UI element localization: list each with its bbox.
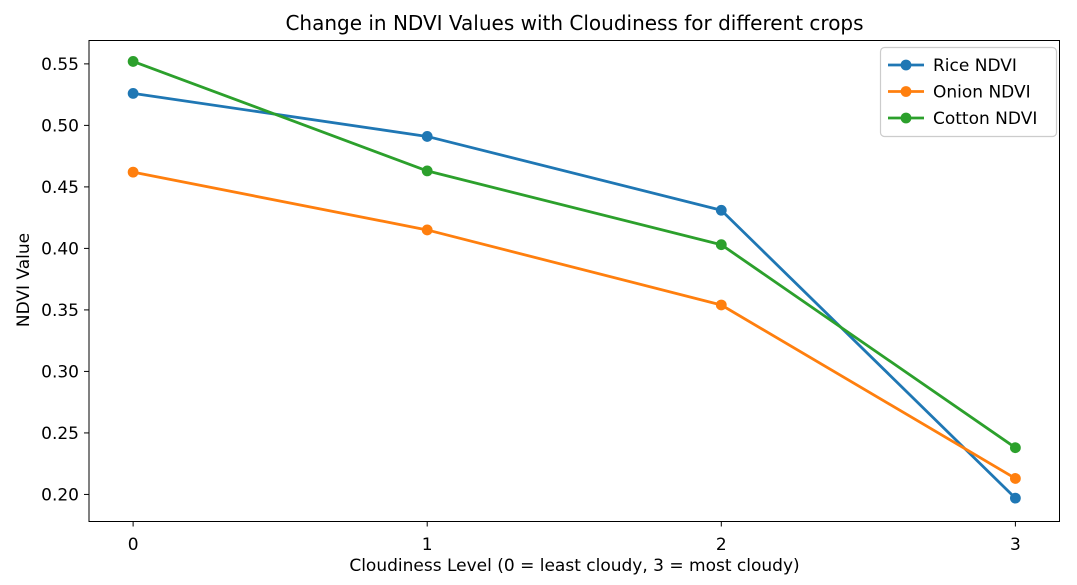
y-tick-label: 0.50 <box>41 116 79 136</box>
data-point-marker <box>421 165 433 177</box>
x-tick-label: 3 <box>1010 535 1021 555</box>
y-axis-label: NDVI Value <box>14 232 34 328</box>
plot-frame <box>88 40 1060 522</box>
y-tick-label: 0.35 <box>41 301 79 321</box>
y-tick-label: 0.20 <box>41 485 79 505</box>
y-tick-label: 0.25 <box>41 424 79 444</box>
y-tick-label: 0.40 <box>41 239 79 259</box>
data-point-marker <box>715 299 727 311</box>
x-axis-label: Cloudiness Level (0 = least cloudy, 3 = … <box>349 556 800 576</box>
data-point-marker <box>127 166 139 178</box>
series-line <box>131 60 1017 450</box>
series-line <box>131 170 1017 480</box>
data-point-marker <box>421 131 433 142</box>
chart-title: Change in NDVI Values with Cloudiness fo… <box>285 11 864 35</box>
data-point-marker <box>1009 492 1021 504</box>
data-point-marker <box>127 56 139 67</box>
y-tick-label: 0.45 <box>41 178 79 198</box>
data-point-marker <box>421 224 433 236</box>
data-point-marker <box>1009 473 1021 484</box>
legend-marker-sample <box>900 59 912 71</box>
series-line <box>131 91 1017 500</box>
data-point-marker <box>715 204 727 216</box>
legend-marker-sample <box>900 112 912 124</box>
data-point-marker <box>715 239 727 251</box>
x-tick-label: 1 <box>422 535 433 555</box>
legend-entry-label: Cotton NDVI <box>933 109 1037 129</box>
data-point-marker <box>1009 442 1021 454</box>
x-tick-label: 0 <box>128 535 139 555</box>
y-tick-label: 0.30 <box>41 362 79 382</box>
legend-marker-sample <box>900 86 912 97</box>
legend: Rice NDVI Onion NDVI Cotton NDVI <box>879 46 1058 138</box>
legend-entry-label: Onion NDVI <box>933 83 1031 103</box>
x-tick-label: 2 <box>716 535 727 555</box>
data-point-marker <box>127 87 139 99</box>
legend-entry-label: Rice NDVI <box>933 56 1017 76</box>
y-tick-label: 0.55 <box>41 55 79 75</box>
legend-box <box>879 46 1058 138</box>
